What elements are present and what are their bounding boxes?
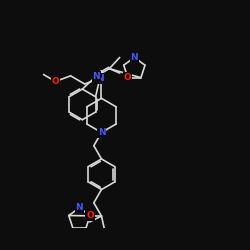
- Text: N: N: [98, 128, 105, 137]
- Text: O: O: [124, 73, 132, 82]
- Text: N: N: [76, 203, 83, 212]
- Text: O: O: [52, 77, 59, 86]
- Text: N: N: [130, 53, 138, 62]
- Text: O: O: [86, 211, 94, 220]
- Text: N: N: [92, 72, 100, 81]
- Text: N: N: [96, 74, 104, 83]
